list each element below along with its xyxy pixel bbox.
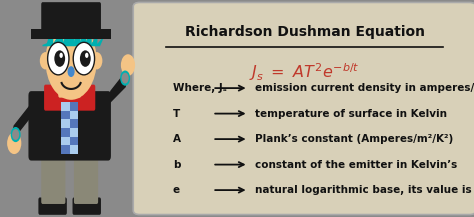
Circle shape [80,50,91,67]
Polygon shape [85,28,91,46]
FancyBboxPatch shape [58,76,81,98]
Circle shape [120,71,130,86]
Polygon shape [11,104,31,141]
Bar [70,119,78,128]
Bar [61,128,70,137]
Text: Plank’s constant (Amperes/m²/K²): Plank’s constant (Amperes/m²/K²) [255,134,453,144]
Circle shape [121,54,135,76]
Circle shape [46,22,97,100]
Circle shape [59,53,63,58]
Text: e: e [173,185,180,195]
Circle shape [10,127,21,142]
Text: $J_s\ =\ AT^2e^{-b/t}$: $J_s\ =\ AT^2e^{-b/t}$ [249,62,360,83]
Text: natural logarithmic base, its value is 2.7183.: natural logarithmic base, its value is 2… [255,185,474,195]
Text: T: T [173,108,180,119]
Polygon shape [63,30,68,46]
Circle shape [67,66,75,77]
Bar [70,102,78,111]
Bar [70,145,78,154]
FancyBboxPatch shape [74,152,98,204]
Bar [70,111,78,119]
Text: b: b [173,159,180,170]
Circle shape [121,73,128,84]
FancyBboxPatch shape [31,29,111,39]
Text: temperature of surface in Kelvin: temperature of surface in Kelvin [255,108,447,119]
FancyBboxPatch shape [133,2,474,215]
Circle shape [55,50,65,67]
Polygon shape [43,43,48,46]
Bar [61,119,70,128]
Bar [70,128,78,137]
Text: Where, Jₛ: Where, Jₛ [173,83,227,93]
Polygon shape [53,37,58,46]
Bar [61,102,70,111]
FancyBboxPatch shape [44,85,95,111]
Text: emission current density in amperes/m²: emission current density in amperes/m² [255,83,474,93]
Circle shape [73,42,94,75]
Polygon shape [108,69,128,104]
Text: A: A [173,134,181,144]
FancyBboxPatch shape [38,197,67,215]
Circle shape [85,53,89,58]
Circle shape [40,52,51,69]
Bar [70,137,78,145]
Polygon shape [80,26,85,46]
Bar [61,145,70,154]
Polygon shape [57,22,63,46]
Text: Richardson Dushman Equation: Richardson Dushman Equation [184,25,425,39]
Polygon shape [74,20,80,46]
Polygon shape [47,26,53,46]
Polygon shape [97,39,102,46]
FancyBboxPatch shape [41,152,65,204]
Bar [61,111,70,119]
FancyBboxPatch shape [28,91,111,161]
FancyBboxPatch shape [41,2,101,33]
Circle shape [47,42,69,75]
Circle shape [91,52,102,69]
Circle shape [12,129,19,140]
Polygon shape [68,15,74,46]
FancyBboxPatch shape [73,197,101,215]
Circle shape [7,132,21,154]
Bar [61,137,70,145]
Text: constant of the emitter in Kelvin’s: constant of the emitter in Kelvin’s [255,159,457,170]
Polygon shape [91,37,97,46]
